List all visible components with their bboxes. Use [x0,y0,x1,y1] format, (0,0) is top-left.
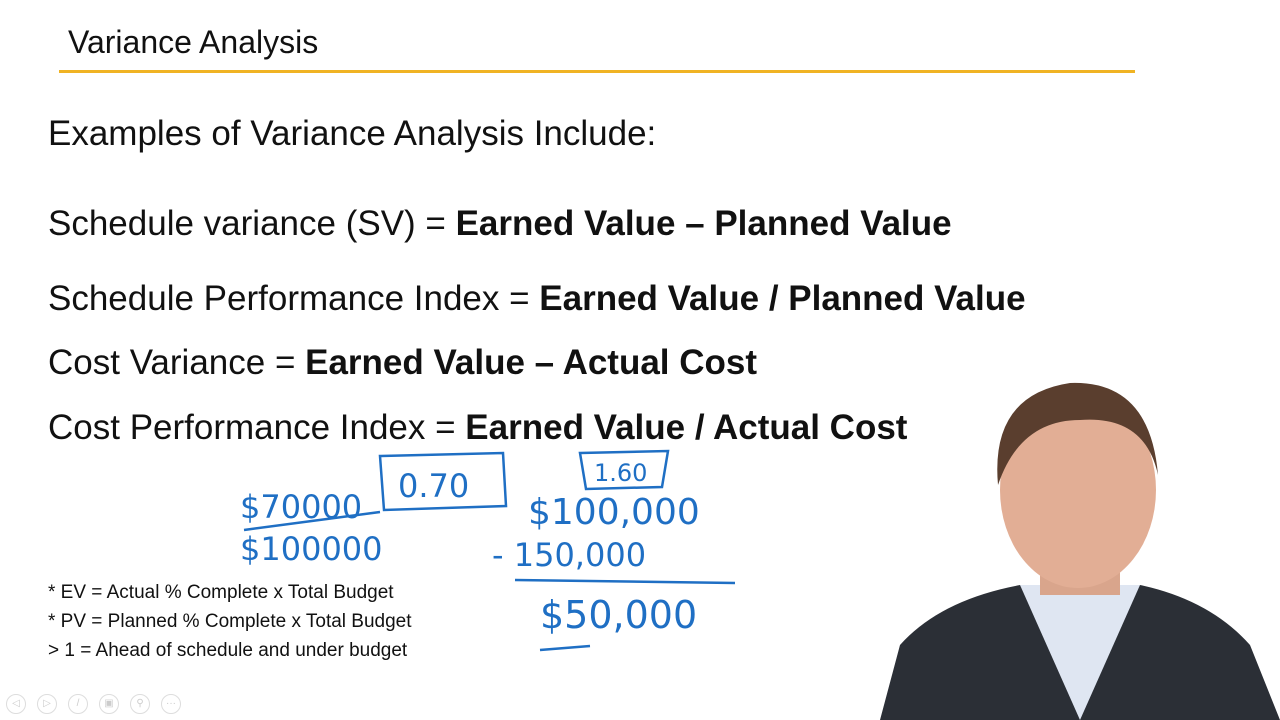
denominator: $100000 [240,530,383,568]
slides-icon[interactable]: ▣ [99,694,119,714]
formula-expression: Earned Value / Planned Value [539,279,1026,318]
formula-expression: Earned Value – Planned Value [455,204,952,243]
numerator: $70000 [240,488,362,526]
box-left [378,451,508,512]
subtraction-line [514,578,736,585]
formula-spi: Schedule Performance Index = Earned Valu… [48,279,1026,319]
result: $50,000 [540,593,697,637]
note-ahead: > 1 = Ahead of schedule and under budget [48,640,408,661]
box-left-value: 0.70 [398,467,469,505]
zoom-icon[interactable]: ⚲ [130,694,150,714]
formula-label: Cost Variance = [48,343,306,382]
formula-label: Schedule Performance Index = [48,279,540,318]
formula-cpi: Cost Performance Index = Earned Value / … [48,408,907,448]
subtrahend: - 150,000 [492,536,646,574]
formula-label: Cost Performance Index = [48,408,466,447]
fraction-line [243,510,381,532]
box-right [578,449,670,491]
presenter-shirt [1020,585,1140,720]
formula-expression: Earned Value – Actual Cost [305,343,758,382]
slide-title: Variance Analysis [68,24,319,60]
formula-expression: Earned Value / Actual Cost [465,408,908,447]
minuend: $100,000 [528,492,700,533]
previous-icon[interactable]: ◁ [6,694,26,714]
formula-cost-variance: Cost Variance = Earned Value – Actual Co… [48,343,757,383]
title-underline [59,70,1135,73]
presenter-face [1000,392,1156,588]
formula-label: Schedule variance (SV) = [48,204,456,243]
next-icon[interactable]: ▷ [37,694,57,714]
note-pv: * PV = Planned % Complete x Total Budget [48,611,412,632]
presenter-video [880,382,1280,720]
note-ev: * EV = Actual % Complete x Total Budget [48,582,394,603]
intro-heading: Examples of Variance Analysis Include: [48,114,657,153]
box-right-value: 1.60 [594,459,647,487]
pen-icon[interactable]: / [68,694,88,714]
presenter-hair [997,382,1158,485]
formula-schedule-variance: Schedule variance (SV) = Earned Value – … [48,204,952,244]
more-icon[interactable]: ··· [161,694,181,714]
result-underline [539,644,591,652]
